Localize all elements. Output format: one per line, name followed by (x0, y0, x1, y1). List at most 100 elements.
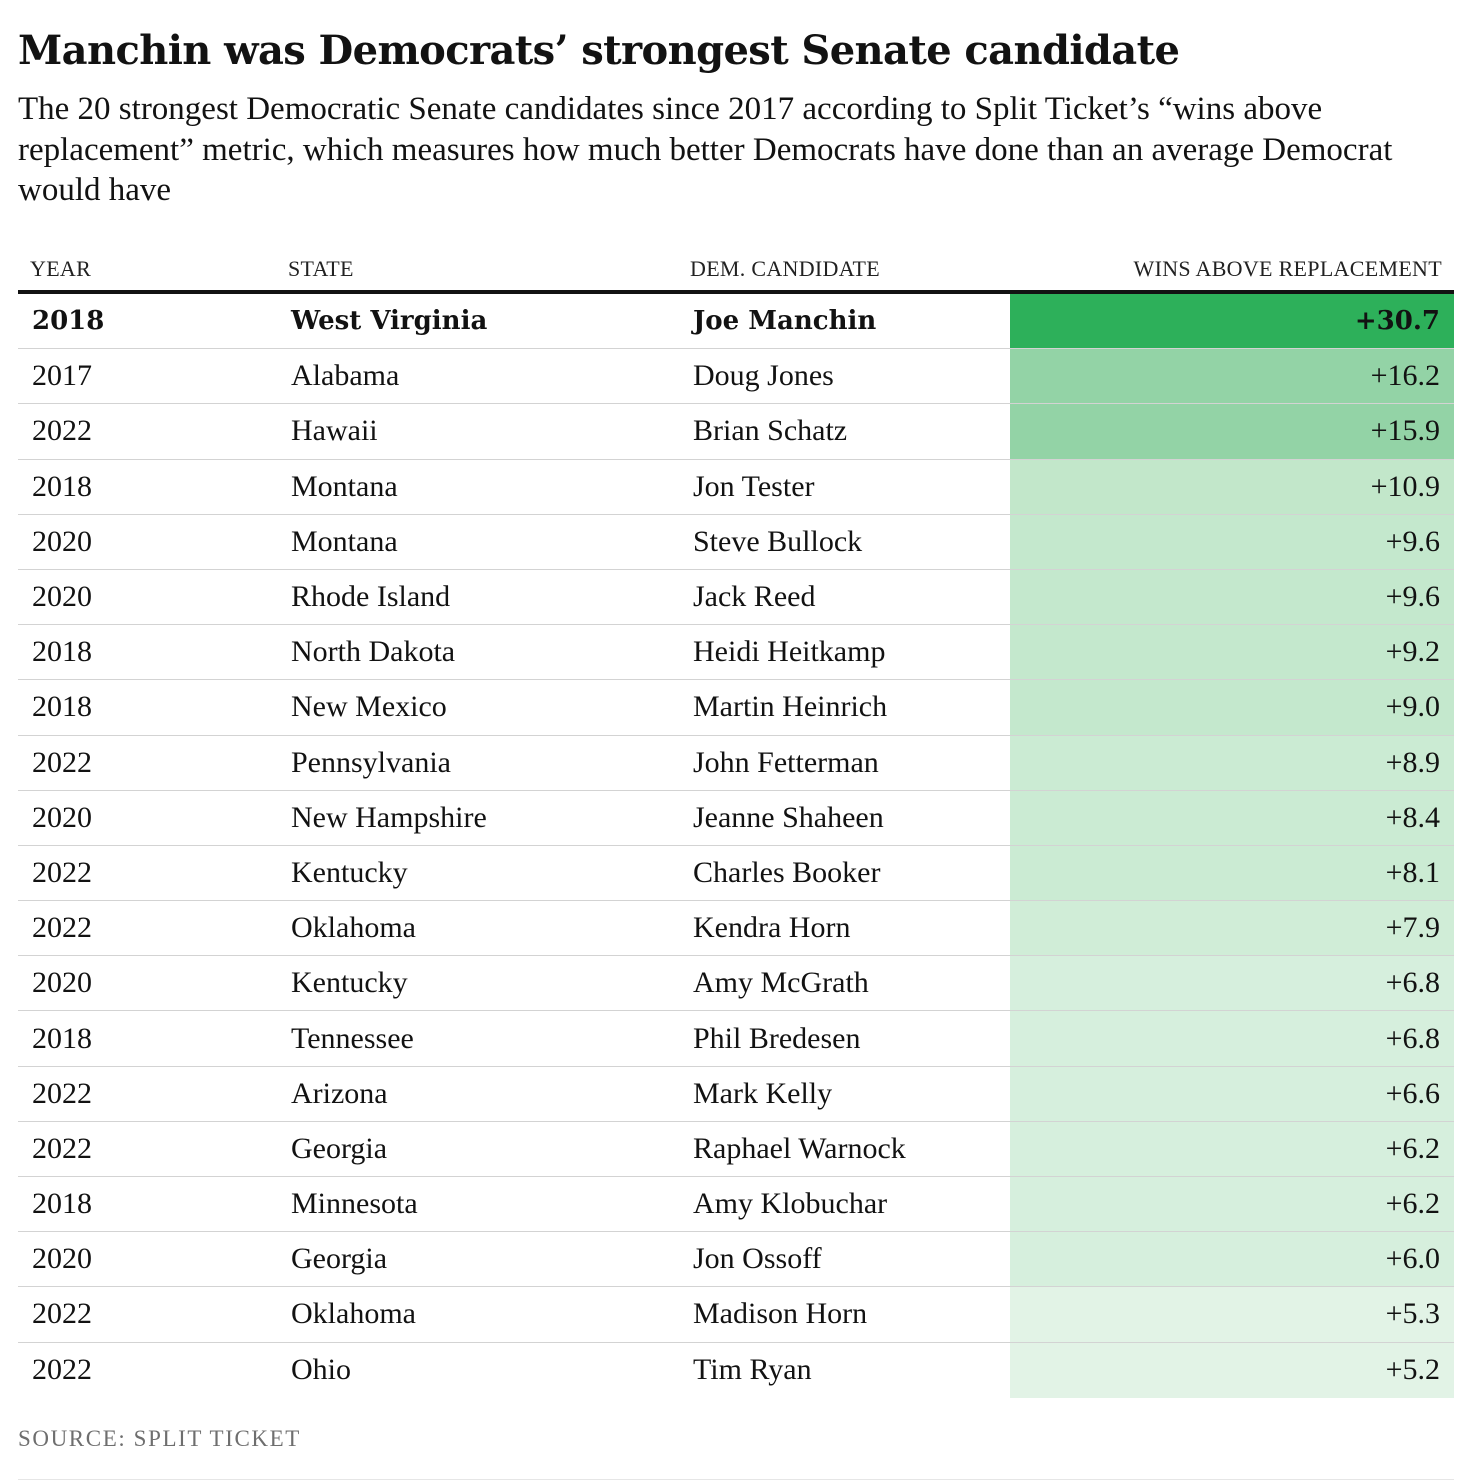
table-row: 2022 Georgia Raphael Warnock +6.2 (18, 1121, 1454, 1177)
column-header-wins-above-replacement: WINS ABOVE REPLACEMENT (1133, 256, 1442, 281)
state-cell: Pennsylvania (291, 745, 451, 779)
year-cell: 2018 (32, 306, 105, 337)
wins-above-replacement-cell: +8.9 (1010, 735, 1454, 790)
source-note: SOURCE: SPLIT TICKET (18, 1426, 301, 1451)
year-cell: 2020 (32, 524, 92, 558)
table-row: 2017 Alabama Doug Jones +16.2 (18, 349, 1454, 405)
table-row: 2022 Hawaii Brian Schatz +15.9 (18, 404, 1454, 460)
candidates-table: YEAR STATE DEM. CANDIDATE WINS ABOVE REP… (18, 250, 1454, 1398)
state-cell: Georgia (291, 1242, 388, 1276)
wins-above-replacement-cell: +8.1 (1010, 845, 1454, 901)
candidate-cell: Jeanne Shaheen (693, 800, 884, 834)
candidate-cell: Phil Bredesen (693, 1021, 861, 1055)
year-cell: 2020 (32, 800, 92, 834)
wins-above-replacement-cell: +15.9 (1010, 404, 1454, 459)
candidate-cell: Raphael Warnock (693, 1131, 906, 1165)
wins-above-replacement-cell: +6.2 (1010, 1177, 1454, 1232)
table-row: 2020 Montana Steve Bullock +9.6 (18, 514, 1454, 570)
table-row: 2020 New Hampshire Jeanne Shaheen +8.4 (18, 790, 1454, 846)
chart-title: Manchin was Democrats’ strongest Senate … (18, 27, 1180, 74)
state-cell: Kentucky (291, 966, 408, 1000)
table-row: 2022 Arizona Mark Kelly +6.6 (18, 1066, 1454, 1122)
table-row: 2018 New Mexico Martin Heinrich +9.0 (18, 680, 1454, 736)
table-row: 2020 Kentucky Amy McGrath +6.8 (18, 956, 1454, 1012)
wins-above-replacement-cell: +9.2 (1010, 625, 1454, 680)
wins-above-replacement-cell: +6.6 (1010, 1066, 1454, 1121)
table-row: 2022 Pennsylvania John Fetterman +8.9 (18, 735, 1454, 791)
wins-above-replacement-cell: +9.6 (1010, 514, 1454, 569)
state-cell: New Hampshire (291, 800, 487, 834)
table-row: 2022 Oklahoma Kendra Horn +7.9 (18, 901, 1454, 957)
wins-above-replacement-cell: +5.2 (1010, 1342, 1454, 1398)
year-cell: 2020 (32, 1242, 92, 1276)
year-cell: 2022 (32, 745, 92, 779)
candidate-cell: Tim Ryan (693, 1353, 812, 1387)
candidate-cell: Madison Horn (693, 1297, 868, 1331)
table-row: 2018 North Dakota Heidi Heitkamp +9.2 (18, 625, 1454, 681)
year-cell: 2018 (32, 1021, 92, 1055)
wins-above-replacement-cell: +16.2 (1010, 349, 1454, 404)
table-row: 2022 Oklahoma Madison Horn +5.3 (18, 1287, 1454, 1343)
column-header-year: YEAR (30, 256, 92, 281)
year-cell: 2022 (32, 1076, 92, 1110)
candidate-cell: Brian Schatz (693, 414, 848, 448)
year-cell: 2022 (32, 855, 92, 889)
year-cell: 2022 (32, 414, 92, 448)
wins-above-replacement-cell: +8.4 (1010, 790, 1454, 845)
state-cell: Hawaii (291, 414, 378, 448)
wins-above-replacement-cell: +6.0 (1010, 1232, 1454, 1287)
state-cell: Ohio (291, 1353, 351, 1387)
wins-above-replacement-cell: +6.8 (1010, 1011, 1454, 1066)
chart-subtitle: The 20 strongest Democratic Senate candi… (18, 91, 1393, 208)
wins-above-replacement-cell: +7.9 (1010, 901, 1454, 956)
state-cell: Oklahoma (291, 911, 416, 945)
footer-divider (18, 1479, 1454, 1480)
year-cell: 2018 (32, 1187, 92, 1221)
state-cell: Alabama (291, 359, 400, 393)
state-cell: New Mexico (291, 690, 447, 724)
state-cell: North Dakota (291, 635, 456, 669)
state-cell: Kentucky (291, 855, 408, 889)
candidate-cell: Amy Klobuchar (693, 1187, 888, 1221)
year-cell: 2022 (32, 1297, 92, 1331)
candidate-cell: Jon Tester (693, 469, 815, 503)
candidate-cell: Joe Manchin (693, 306, 877, 337)
table-row: 2022 Kentucky Charles Booker +8.1 (18, 845, 1454, 902)
column-header-candidate: DEM. CANDIDATE (690, 256, 880, 281)
candidate-cell: Charles Booker (693, 855, 881, 889)
wins-above-replacement-cell: +6.8 (1010, 956, 1454, 1011)
table-header: YEAR STATE DEM. CANDIDATE WINS ABOVE REP… (18, 250, 1454, 294)
wins-above-replacement-cell: +10.9 (1010, 459, 1454, 514)
candidate-cell: Amy McGrath (693, 966, 869, 1000)
table-row: 2022 Ohio Tim Ryan +5.2 (18, 1342, 1454, 1398)
state-cell: Montana (291, 469, 398, 503)
year-cell: 2018 (32, 690, 92, 724)
table-row: 2018 Montana Jon Tester +10.9 (18, 459, 1454, 515)
table-row: 2018 Minnesota Amy Klobuchar +6.2 (18, 1177, 1454, 1233)
table-row: 2020 Rhode Island Jack Reed +9.6 (18, 569, 1454, 626)
candidate-cell: Heidi Heitkamp (693, 635, 886, 669)
year-cell: 2017 (32, 359, 92, 393)
wins-above-replacement-cell: +30.7 (1010, 294, 1454, 349)
candidate-cell: Mark Kelly (693, 1076, 833, 1110)
candidate-cell: Doug Jones (693, 359, 834, 393)
year-cell: 2020 (32, 966, 92, 1000)
state-cell: Oklahoma (291, 1297, 416, 1331)
wins-above-replacement-cell: +9.0 (1010, 680, 1454, 735)
state-cell: Montana (291, 524, 398, 558)
candidate-cell: Steve Bullock (693, 524, 863, 558)
state-cell: Georgia (291, 1131, 388, 1165)
table-body: 2018 West Virginia Joe Manchin +30.7 2017 Ala… (18, 294, 1454, 1398)
state-cell: Rhode Island (291, 580, 451, 614)
candidate-cell: Jack Reed (693, 580, 816, 614)
state-cell: Arizona (291, 1076, 388, 1110)
column-header-state: STATE (288, 256, 354, 281)
year-cell: 2022 (32, 911, 92, 945)
candidate-cell: Jon Ossoff (693, 1242, 822, 1276)
wins-above-replacement-cell: +9.6 (1010, 569, 1454, 625)
year-cell: 2022 (32, 1353, 92, 1387)
year-cell: 2018 (32, 635, 92, 669)
state-cell: West Virginia (291, 306, 488, 337)
year-cell: 2020 (32, 580, 92, 614)
table-row: 2020 Georgia Jon Ossoff +6.0 (18, 1232, 1454, 1288)
